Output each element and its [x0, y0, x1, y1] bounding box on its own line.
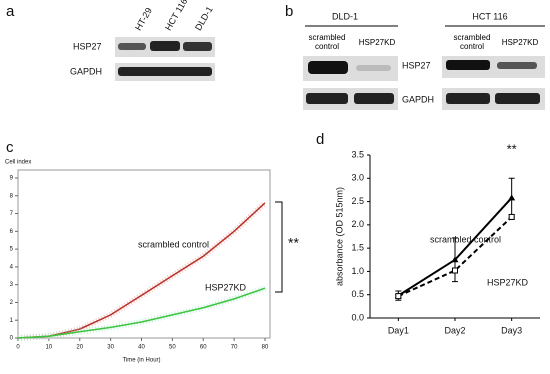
x-tick-label: 20	[76, 345, 83, 351]
row-label: HSP27	[402, 60, 431, 70]
plot-frame	[17, 169, 271, 339]
lane-label: scrambled control	[308, 33, 346, 51]
y-tick-label: 1	[10, 318, 14, 324]
lane-label: DLD-1	[193, 5, 215, 33]
annotation: **	[288, 235, 299, 251]
band	[497, 62, 537, 69]
annotation: **	[507, 141, 517, 156]
y-tick-label: 3	[10, 282, 14, 288]
band	[356, 65, 391, 71]
marker	[395, 293, 402, 300]
annotation: scrambled control	[430, 234, 501, 244]
y-tick-label: 0	[10, 336, 14, 342]
marker	[451, 256, 459, 263]
series-line	[17, 202, 266, 339]
y-tick-label: 8	[10, 193, 14, 199]
annotation: HSP27KD	[205, 282, 247, 292]
band	[306, 93, 348, 104]
panel-letter: a	[6, 3, 15, 20]
row-label: HSP27	[73, 41, 102, 51]
row-label: GAPDH	[402, 94, 434, 104]
band	[118, 67, 212, 76]
y-tick-label: 0.5	[351, 289, 364, 299]
lane-label: HT-29	[133, 6, 154, 32]
annotation: scrambled control	[138, 239, 209, 249]
band	[495, 93, 540, 104]
lane-label-box: HSP27KD	[501, 38, 539, 47]
panel-letter: d	[316, 131, 324, 148]
band	[354, 93, 394, 104]
x-tick-label: Day2	[444, 325, 465, 335]
group-label: DLD-1	[332, 11, 358, 21]
marker	[452, 267, 458, 274]
y-tick-label: 7	[10, 211, 14, 217]
marker	[508, 213, 515, 220]
x-tick-label: 70	[231, 345, 238, 351]
x-tick-label: 30	[107, 345, 114, 351]
error-band	[17, 200, 268, 341]
x-tick-label: 10	[46, 345, 53, 351]
row-label: GAPDH	[70, 66, 102, 76]
band	[446, 60, 490, 70]
lane-label-box: scrambled control	[453, 33, 491, 51]
lane-label: HSP27KD	[358, 38, 396, 47]
y-tick-label: 0.0	[351, 312, 364, 322]
lane-label: scrambled control	[453, 33, 491, 51]
series-line	[17, 287, 266, 339]
x-tick-label: 80	[262, 345, 269, 351]
bracket	[275, 201, 283, 293]
band	[446, 93, 490, 104]
x-tick-label: 0	[16, 345, 20, 351]
y-tick-label: 2	[10, 300, 14, 306]
lane-label: HSP27KD	[501, 38, 539, 47]
lane-label-box: HSP27KD	[358, 38, 396, 47]
band	[183, 42, 212, 51]
y-tick-label: 6	[10, 229, 14, 235]
y-axis-title: Cell index	[5, 160, 31, 166]
group-label: HCT 116	[472, 11, 507, 21]
annotation: HSP27KD	[487, 277, 529, 287]
y-tick-label: 5	[10, 247, 14, 253]
lane-label: HCT 116	[163, 0, 189, 32]
y-axis-title: absorbance (OD 515nm)	[334, 187, 344, 286]
y-tick-label: 3.5	[351, 149, 364, 159]
x-tick-label: 50	[169, 345, 176, 351]
marker	[508, 194, 516, 201]
x-axis-title: Time (in Hour)	[122, 358, 160, 364]
y-tick-label: 4	[10, 264, 14, 270]
y-tick-label: 9	[10, 176, 14, 182]
series-line	[397, 216, 513, 298]
y-tick-label: 1.5	[351, 243, 364, 253]
x-tick-label: 60	[200, 345, 207, 351]
y-tick-label: 2.0	[351, 219, 364, 229]
panel-letter: c	[6, 139, 14, 156]
y-tick-label: 3.0	[351, 173, 364, 183]
y-tick-label: 2.5	[351, 196, 364, 206]
x-tick-label: Day1	[388, 325, 409, 335]
y-tick-label: 1.0	[351, 266, 364, 276]
x-tick-label: 40	[138, 345, 145, 351]
lane-label-box: scrambled control	[308, 33, 346, 51]
band	[308, 61, 348, 74]
panel-letter: b	[285, 3, 293, 20]
band	[118, 43, 146, 50]
band	[150, 41, 180, 51]
x-tick-label: Day3	[501, 325, 522, 335]
